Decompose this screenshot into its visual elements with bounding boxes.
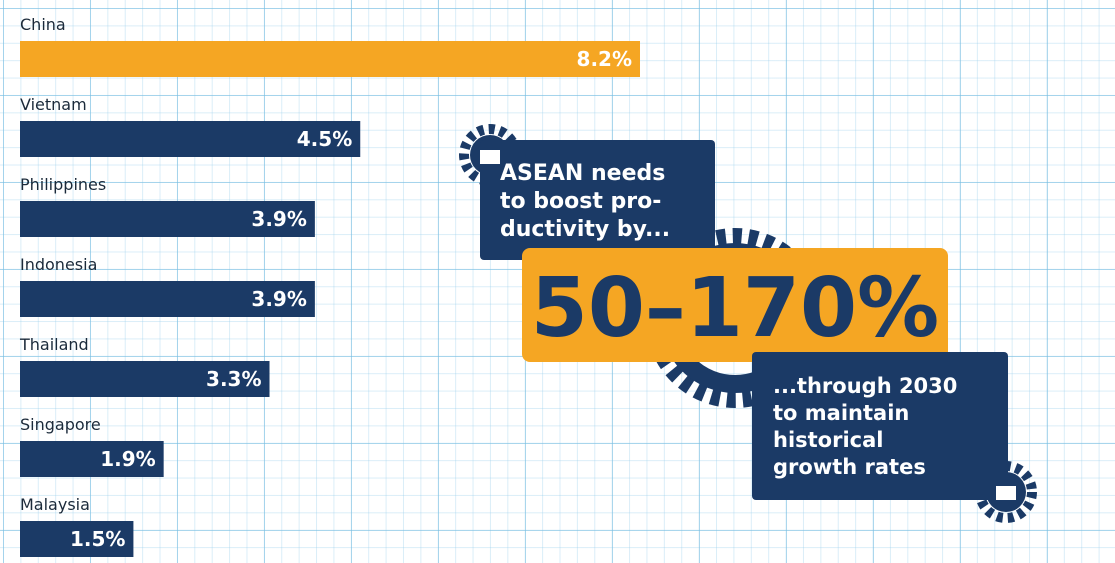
category-label: Indonesia (20, 255, 97, 274)
value-label: 3.9% (251, 287, 306, 311)
bar (20, 41, 640, 77)
annotation: historical (773, 428, 884, 452)
value-label: 1.5% (70, 527, 125, 551)
factory-icon (996, 486, 1016, 500)
annotation: 50–170% (531, 261, 939, 356)
category-label: Vietnam (20, 95, 87, 114)
category-label: Malaysia (20, 495, 90, 514)
category-label: Thailand (19, 335, 89, 354)
value-label: 3.3% (206, 367, 261, 391)
category-label: China (20, 15, 66, 34)
category-label: Singapore (20, 415, 101, 434)
value-label: 8.2% (577, 47, 632, 71)
factory-icon (480, 150, 500, 164)
annotation: ASEAN needs (500, 161, 665, 186)
value-label: 4.5% (297, 127, 352, 151)
value-label: 1.9% (100, 447, 155, 471)
annotation: to boost pro- (500, 189, 661, 214)
annotation: ductivity by... (500, 217, 670, 242)
annotation: growth rates (773, 455, 926, 479)
annotation: ...through 2030 (773, 374, 957, 398)
chart: China 8.2% Vietnam 4.5% Philippines 3.9% Indon… (0, 0, 1115, 563)
annotation: to maintain (773, 401, 909, 425)
value-label: 3.9% (251, 207, 306, 231)
infographic: China 8.2% Vietnam 4.5% Philippines 3.9% Indon… (0, 0, 1115, 563)
category-label: Philippines (20, 175, 106, 194)
